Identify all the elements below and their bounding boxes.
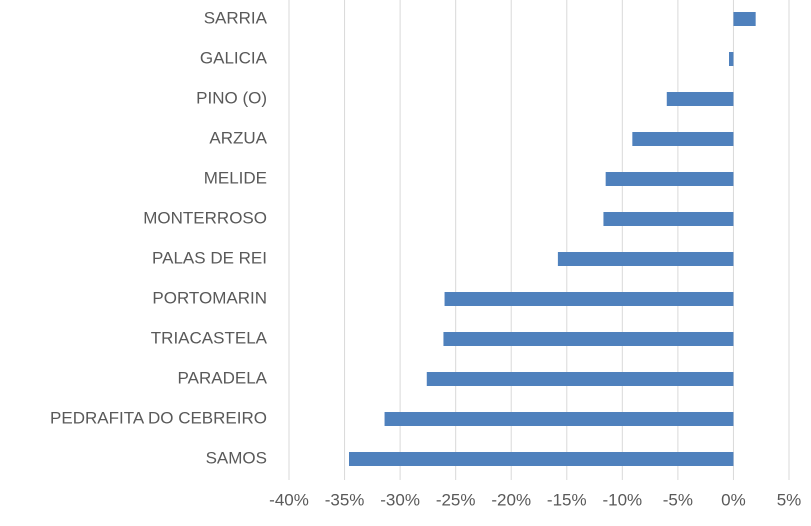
x-tick-label: 0% (721, 490, 746, 509)
bar (729, 52, 734, 66)
y-tick-label: GALICIA (200, 48, 268, 67)
x-tick-label: -25% (436, 490, 476, 509)
bar (443, 332, 734, 346)
y-tick-label: SARRIA (204, 8, 268, 27)
x-tick-label: -5% (663, 490, 693, 509)
bar (349, 452, 734, 466)
x-tick-label: -15% (547, 490, 587, 509)
y-tick-label: MELIDE (204, 168, 267, 187)
x-tick-label: -40% (269, 490, 309, 509)
y-tick-label: PALAS DE REI (152, 248, 267, 267)
y-tick-label: TRIACASTELA (151, 328, 268, 347)
y-tick-label: PORTOMARIN (152, 288, 267, 307)
x-tick-label: -35% (325, 490, 365, 509)
bar (666, 92, 734, 106)
y-tick-label: PEDRAFITA DO CEBREIRO (50, 408, 267, 427)
bar (557, 252, 734, 266)
y-tick-label: ARZUA (209, 128, 267, 147)
x-tick-label: -10% (602, 490, 642, 509)
bar (605, 172, 734, 186)
x-tick-label: 5% (777, 490, 802, 509)
y-tick-label: PARADELA (178, 368, 268, 387)
y-tick-label: PINO (O) (196, 88, 267, 107)
bar (426, 372, 734, 386)
bar (603, 212, 734, 226)
bar (384, 412, 734, 426)
y-tick-label: SAMOS (206, 448, 267, 467)
bar (733, 12, 756, 26)
x-tick-label: -20% (491, 490, 531, 509)
bar (444, 292, 734, 306)
bar (632, 132, 734, 146)
y-tick-label: MONTERROSO (143, 208, 267, 227)
x-tick-label: -30% (380, 490, 420, 509)
